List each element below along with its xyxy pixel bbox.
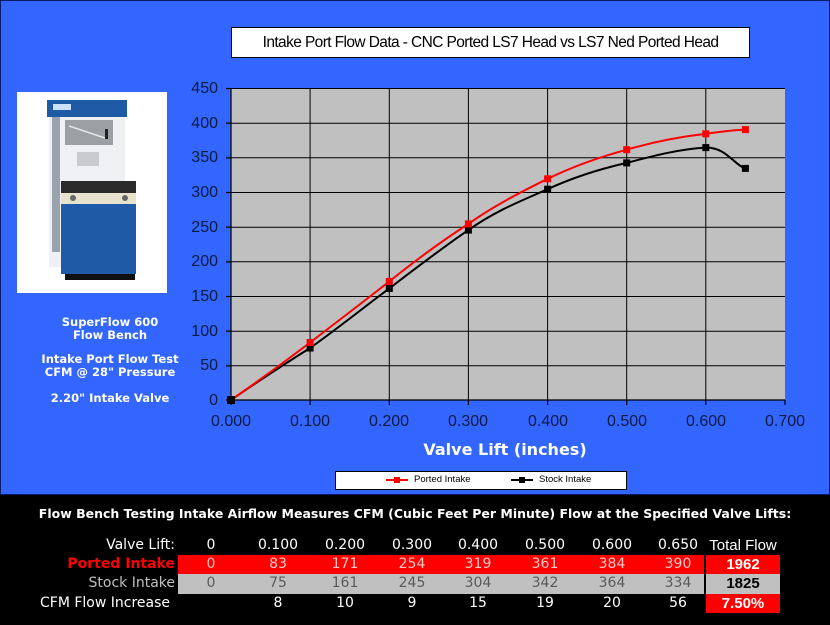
cell: 0.300 (391, 537, 433, 553)
cell: 319 (464, 556, 492, 572)
ported-swatch-icon (386, 475, 408, 485)
ported-intake-line (230, 128, 746, 401)
plot-area (231, 88, 785, 400)
ported-intake-markers (306, 126, 749, 346)
cell: 171 (331, 556, 359, 572)
cell: 304 (464, 575, 492, 591)
cell: 0.500 (524, 537, 566, 553)
ported-total: 1962 (706, 555, 780, 574)
cell: 0 (206, 537, 216, 553)
cell: 0 (206, 556, 216, 572)
cell: 9 (407, 595, 417, 611)
x-tick-0.6: 0.600 (685, 413, 727, 430)
cell: 75 (269, 575, 287, 591)
stock-intake-line (230, 146, 746, 401)
x-tick-0.2: 0.200 (368, 413, 410, 430)
y-tick-400: 400 (191, 115, 218, 132)
legend-label-stock: Stock Intake (539, 474, 592, 485)
cell: 342 (531, 575, 559, 591)
valve-size: 2.20" Intake Valve (50, 391, 170, 405)
table-row-ported-intake: Ported Intake 0 83 171 254 319 361 384 3… (0, 555, 830, 574)
row-label: Stock Intake (88, 575, 176, 591)
cell: 361 (531, 556, 559, 572)
cell: 83 (269, 556, 287, 572)
y-tick-350: 350 (191, 149, 218, 166)
y-tick-150: 150 (191, 288, 218, 305)
cell: 0.400 (457, 537, 499, 553)
table-row-stock-intake: Stock Intake 0 75 161 245 304 342 364 33… (0, 574, 830, 594)
flow-increase-total: 7.50% (706, 594, 780, 613)
y-tick-200: 200 (191, 253, 218, 270)
cell: 8 (273, 595, 283, 611)
flow-bench-illustration (47, 100, 136, 280)
cell: 384 (598, 556, 626, 572)
cell: 19 (536, 595, 554, 611)
table-title: Flow Bench Testing Intake Airflow Measur… (38, 506, 792, 521)
cell: 0.650 (657, 537, 699, 553)
chart-legend: Ported Intake Stock Intake (335, 471, 627, 490)
cell: 0.600 (591, 537, 633, 553)
cell: 254 (398, 556, 426, 572)
test-name: Intake Port Flow Test (41, 352, 179, 366)
cell: 10 (336, 595, 354, 611)
legend-item-stock: Stock Intake (511, 474, 591, 485)
cell: 0.100 (257, 537, 299, 553)
stock-swatch-icon (511, 475, 533, 485)
cell: 0.200 (324, 537, 366, 553)
bench-type: Flow Bench (72, 328, 148, 342)
x-tick-0.3: 0.300 (447, 413, 489, 430)
stock-intake-markers (227, 144, 749, 404)
cell: 20 (603, 595, 621, 611)
total-flow-header: Total Flow (709, 537, 777, 554)
axes (226, 87, 786, 405)
legend-item-ported: Ported Intake (386, 474, 471, 485)
legend-label-ported: Ported Intake (414, 474, 471, 485)
row-label: Valve Lift: (106, 537, 175, 553)
stock-total: 1825 (706, 574, 780, 594)
valve-size-caption: 2.20" Intake Valve (10, 392, 210, 405)
bench-model: SuperFlow 600 (61, 315, 159, 329)
x-axis-title: Valve Lift (inches) (423, 440, 587, 459)
cell: 245 (398, 575, 426, 591)
flow-line-chart (226, 87, 786, 405)
flow-bench-photo (17, 92, 167, 293)
cell: 15 (469, 595, 487, 611)
cell: 0 (206, 575, 216, 591)
gridlines (231, 88, 785, 400)
x-tick-0.7: 0.700 (764, 413, 806, 430)
bench-model-caption: SuperFlow 600 Flow Bench (10, 316, 210, 342)
y-tick-300: 300 (191, 184, 218, 201)
row-label: CFM Flow Increase (39, 595, 170, 611)
table-row-flow-increase: CFM Flow Increase 8 10 9 15 19 20 56 7.5… (0, 594, 830, 613)
cell: 56 (669, 595, 687, 611)
test-pressure: CFM @ 28" Pressure (44, 365, 176, 379)
y-tick-100: 100 (191, 323, 218, 340)
x-tick-0.5: 0.500 (606, 413, 648, 430)
cell: 161 (331, 575, 359, 591)
y-tick-0: 0 (209, 392, 218, 409)
bench-test-caption: Intake Port Flow Test CFM @ 28" Pressure (10, 353, 210, 379)
x-tick-0.4: 0.400 (527, 413, 569, 430)
table-row-valve-lift: Valve Lift: 0 0.100 0.200 0.300 0.400 0.… (0, 536, 830, 555)
cell: 334 (664, 575, 692, 591)
cell: 364 (598, 575, 626, 591)
cell: 390 (664, 556, 692, 572)
x-tick-0.1: 0.100 (289, 413, 331, 430)
y-tick-250: 250 (191, 219, 218, 236)
y-tick-50: 50 (200, 357, 218, 374)
y-tick-450: 450 (191, 80, 218, 97)
x-tick-0: 0.000 (210, 413, 252, 430)
chart-title-text: Intake Port Flow Data - CNC Ported LS7 H… (262, 33, 719, 51)
chart-title: Intake Port Flow Data - CNC Ported LS7 H… (231, 27, 750, 58)
row-label: Ported Intake (67, 556, 175, 572)
